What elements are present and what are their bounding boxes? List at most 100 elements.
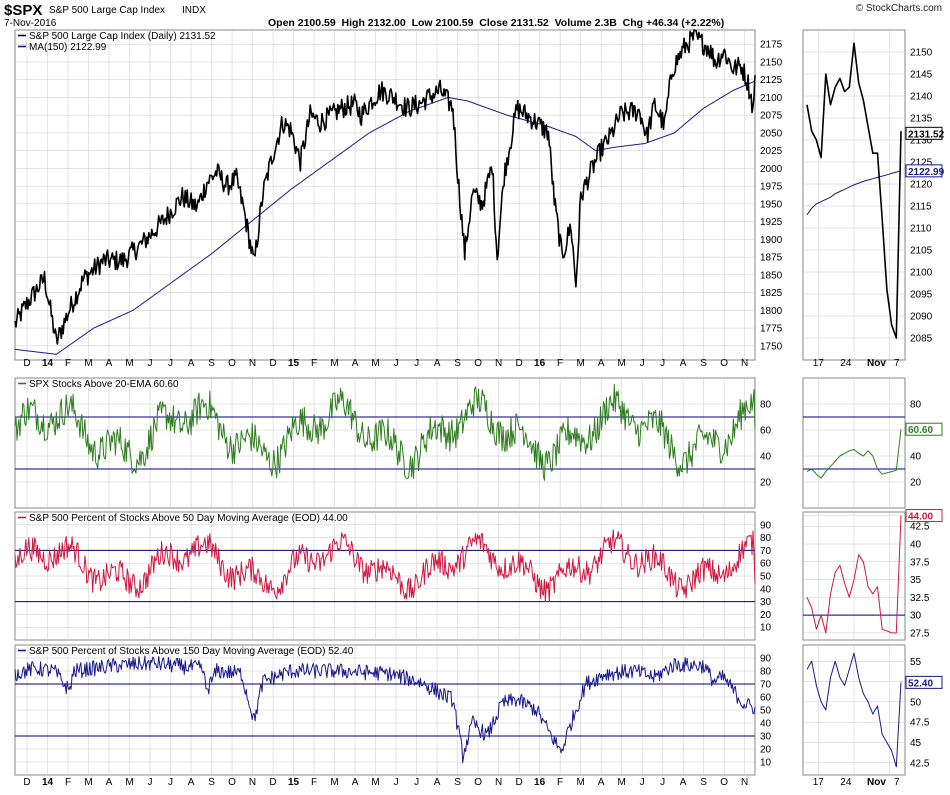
legend-ema20: SPX Stocks Above 20-EMA 60.60 — [29, 379, 179, 390]
ma50-line — [14, 529, 756, 603]
price-y-tick: 1850 — [760, 270, 783, 281]
x-axis-label-2: M — [576, 777, 584, 788]
x-axis-label-1: J — [640, 358, 645, 369]
x-axis-label-2: S — [208, 777, 215, 788]
ma150-pct-line — [14, 655, 756, 764]
ma150-y-tick: 20 — [760, 745, 772, 756]
ma50-y-tick: 80 — [760, 533, 772, 544]
x-axis-label-1: J — [148, 358, 153, 369]
x-axis-label-1: S — [454, 358, 461, 369]
x-axis-label-1: O — [720, 358, 728, 369]
side-ma150-y-tick: 42.5 — [910, 758, 930, 769]
side-ma50-y-tick: 32.5 — [910, 593, 930, 604]
ema20-y-tick: 60 — [760, 426, 772, 437]
x-axis-label-2: O — [720, 777, 728, 788]
ma150-y-tick: 10 — [760, 758, 772, 769]
x-axis-label-1: N — [741, 358, 748, 369]
ma150-y-tick: 80 — [760, 667, 772, 678]
side-ma150-pct-line — [806, 652, 902, 768]
ma150-y-tick: 60 — [760, 693, 772, 704]
side-price-y-tick: 2125 — [910, 158, 933, 169]
x-axis-label-2: M — [617, 777, 625, 788]
ema20-y-tick: 80 — [760, 400, 772, 411]
side-ma50-last-tag: 44.00 — [908, 512, 933, 523]
x-axis-label-1: J — [414, 358, 419, 369]
ma50-y-tick: 40 — [760, 584, 772, 595]
price-y-tick: 2000 — [760, 164, 783, 175]
x-axis-label-1: N — [249, 358, 256, 369]
x-axis-label-2: M — [84, 777, 92, 788]
x-axis-label-1: 16 — [534, 358, 546, 369]
side-price-y-tick: 2100 — [910, 268, 933, 279]
x-axis-label-1: A — [680, 358, 687, 369]
price-y-tick: 2075 — [760, 111, 783, 122]
x-axis-label-2: A — [598, 777, 605, 788]
side-price-last-tag-box — [905, 126, 943, 140]
x-axis-label-2: N — [249, 777, 256, 788]
side-ema20-line — [806, 429, 902, 479]
side-price-last-tag: 2131.52 — [908, 129, 945, 140]
x-axis-label-1: F — [65, 358, 71, 369]
side-x-axis-label-1: 17 — [813, 358, 825, 369]
x-axis-label-1: 14 — [42, 358, 54, 369]
side-x-axis-label-2: Nov — [867, 777, 886, 788]
side-ma50-y-tick: 42.5 — [910, 522, 930, 533]
side-price-y-tick: 2135 — [910, 114, 933, 125]
side-price-y-tick: 2095 — [910, 290, 933, 301]
side-price-y-tick: 2105 — [910, 246, 933, 257]
chart-name: S&P 500 Large Cap Index — [49, 5, 166, 16]
ma50-y-tick: 60 — [760, 559, 772, 570]
side-ma50-y-tick: 30 — [910, 611, 922, 622]
x-axis-label-1: F — [557, 358, 563, 369]
price-y-tick: 2125 — [760, 75, 783, 86]
legend-ma150pct: S&P 500 Percent of Stocks Above 150 Day … — [29, 646, 354, 657]
ma50-y-tick: 70 — [760, 546, 772, 557]
x-axis-label-1: M — [84, 358, 92, 369]
x-axis-label-1: A — [434, 358, 441, 369]
side-ma-last-tag: 2122.99 — [908, 167, 945, 178]
side-ema20-y-tick: 20 — [910, 478, 922, 489]
price-y-tick: 2100 — [760, 93, 783, 104]
ma150-y-tick: 70 — [760, 680, 772, 691]
x-axis-label-1: A — [598, 358, 605, 369]
x-axis-label-2: O — [228, 777, 236, 788]
x-axis-label-2: A — [188, 777, 195, 788]
x-axis-label-2: J — [640, 777, 645, 788]
chart-date: 7-Nov-2016 — [4, 18, 57, 29]
x-axis-label-2: A — [106, 777, 113, 788]
side-ma150-last-tag-box — [905, 675, 943, 689]
ma50-y-tick: 30 — [760, 597, 772, 608]
chart-exchange: INDX — [182, 5, 206, 16]
x-axis-label-1: J — [394, 358, 399, 369]
ma50-y-tick: 10 — [760, 623, 772, 634]
side-price-y-tick: 2090 — [910, 312, 933, 323]
side-ma150-y-tick: 47.5 — [910, 718, 930, 729]
side-x-axis-label-1: Nov — [867, 358, 886, 369]
price-y-tick: 1925 — [760, 217, 783, 228]
x-axis-label-1: M — [371, 358, 379, 369]
x-axis-label-2: D — [515, 777, 522, 788]
side-x-axis-label-2: 17 — [813, 777, 825, 788]
side-ma150-y-tick: 45 — [910, 738, 922, 749]
ma50-y-tick: 20 — [760, 610, 772, 621]
side-price-y-tick: 2145 — [910, 70, 933, 81]
side-x-axis-label-2: 7 — [894, 777, 900, 788]
x-axis-label-1: S — [700, 358, 707, 369]
x-axis-label-1: M — [125, 358, 133, 369]
side-ma-last-tag-box — [905, 164, 943, 178]
x-axis-label-1: O — [228, 358, 236, 369]
side-ma150-y-tick: 50 — [910, 697, 922, 708]
x-axis-label-1: N — [495, 358, 502, 369]
x-axis-label-2: J — [148, 777, 153, 788]
side-ma50-y-tick: 35 — [910, 575, 922, 586]
x-axis-label-1: S — [208, 358, 215, 369]
side-ma50-last-tag-box — [905, 509, 943, 523]
chart-stats: Open 2100.59 High 2132.00 Low 2100.59 Cl… — [268, 17, 725, 29]
ma150-y-tick: 90 — [760, 654, 772, 665]
side-x-axis-label-1: 7 — [894, 358, 900, 369]
legend-ma150: MA(150) 2122.99 — [29, 42, 107, 53]
price-y-tick: 2025 — [760, 146, 783, 157]
side-price-y-tick: 2115 — [910, 202, 932, 213]
x-axis-label-2: F — [311, 777, 317, 788]
